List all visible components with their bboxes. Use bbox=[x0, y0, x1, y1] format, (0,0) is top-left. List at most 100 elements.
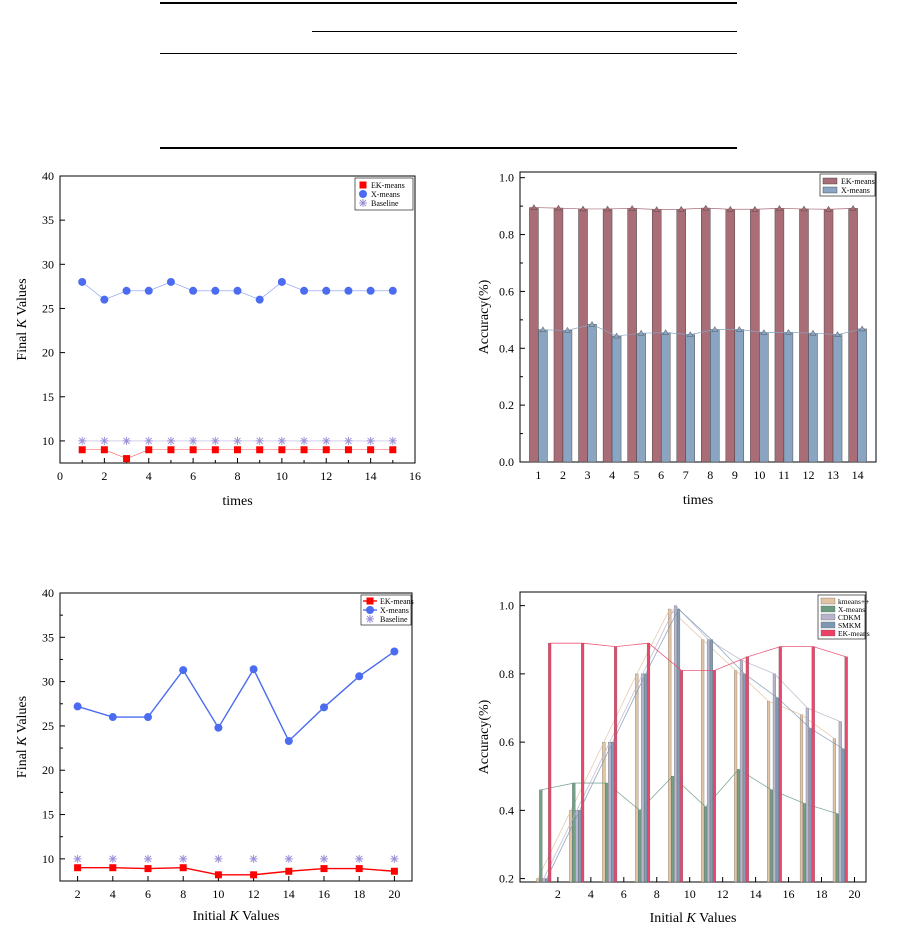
bar-cap-marker bbox=[751, 205, 759, 212]
bar-cap-marker bbox=[588, 321, 596, 327]
x-tick-label: 6 bbox=[145, 887, 151, 901]
bar bbox=[802, 803, 806, 883]
plot-frame bbox=[59, 175, 416, 464]
data-point bbox=[179, 666, 188, 675]
final-k-vs-initial-k-chart: 2 4 6 8 10 12 14 16 18 20 10 15 20 25 30 35 40 Initial K … bbox=[15, 586, 414, 924]
bar bbox=[578, 208, 588, 463]
x-tick-label: 0 bbox=[57, 469, 63, 483]
x-tick-label: 2 bbox=[555, 887, 561, 901]
x-tick-label: 16 bbox=[409, 469, 421, 483]
data-point bbox=[179, 864, 187, 872]
x-tick-label: 16 bbox=[783, 887, 795, 901]
bar bbox=[799, 714, 804, 883]
final-k-vs-times-chart: 0 2 4 6 8 10 12 14 16 10 15 20 25 30 35 40 times Final K … bbox=[15, 169, 421, 509]
series-trend-line bbox=[542, 324, 863, 337]
y-tick-label: 25 bbox=[42, 301, 54, 315]
bar bbox=[548, 643, 552, 883]
y-axis-label: Final K Values bbox=[15, 696, 30, 778]
bar bbox=[725, 209, 736, 463]
series-trend-line bbox=[540, 768, 838, 815]
legend-swatch bbox=[822, 177, 838, 185]
x-axis-label: times bbox=[222, 494, 252, 509]
data-point bbox=[390, 854, 399, 863]
legend-label: EK-means bbox=[838, 629, 870, 638]
data-point bbox=[145, 446, 153, 454]
x-tick-label: 18 bbox=[816, 887, 828, 901]
bar bbox=[750, 209, 760, 463]
bar bbox=[587, 324, 597, 463]
x-tick-label: 6 bbox=[621, 887, 627, 901]
legend-marker bbox=[366, 597, 374, 605]
bar bbox=[706, 639, 711, 883]
y-tick-label: 0.4 bbox=[499, 803, 514, 817]
bar bbox=[581, 643, 585, 883]
data-point bbox=[355, 854, 364, 863]
legend-marker bbox=[366, 606, 374, 614]
bar bbox=[542, 878, 546, 883]
data-point bbox=[211, 446, 219, 454]
bar-cap-marker bbox=[834, 331, 841, 337]
bar bbox=[712, 670, 716, 883]
x-tick-label: 6 bbox=[190, 469, 196, 483]
legend-label: EK-means bbox=[380, 597, 414, 606]
data-point bbox=[100, 436, 109, 445]
series-x-means bbox=[539, 768, 839, 883]
bar bbox=[627, 208, 637, 463]
legend-label: X-means bbox=[841, 186, 870, 195]
data-point bbox=[214, 723, 223, 732]
data-point bbox=[320, 865, 328, 873]
data-point bbox=[100, 446, 108, 454]
table-header-subrule bbox=[312, 31, 737, 32]
y-tick-label: 30 bbox=[42, 257, 54, 271]
y-tick-label: 10 bbox=[42, 434, 54, 448]
bar bbox=[539, 789, 543, 883]
y-tick-label: 0.8 bbox=[499, 228, 514, 242]
x-tick-label: 3 bbox=[585, 468, 591, 482]
legend-label: EK-means bbox=[841, 177, 875, 186]
bar-cap-marker bbox=[662, 329, 670, 335]
data-point bbox=[144, 865, 152, 873]
bar-cap-marker bbox=[849, 205, 857, 211]
x-tick-label: 10 bbox=[212, 887, 224, 901]
y-tick-label: 1.0 bbox=[499, 171, 514, 185]
data-point bbox=[144, 436, 153, 445]
x-tick-label: 20 bbox=[848, 887, 860, 901]
data-point bbox=[214, 854, 223, 863]
series-ek-means bbox=[78, 446, 397, 463]
series-ek-means bbox=[548, 642, 848, 883]
bar bbox=[578, 810, 582, 883]
bar bbox=[538, 329, 548, 463]
y-tick-label: 0.2 bbox=[499, 872, 514, 886]
bar bbox=[575, 810, 579, 883]
x-tick-label: 2 bbox=[101, 469, 107, 483]
legend-marker bbox=[359, 181, 367, 189]
table-bottom-rule bbox=[160, 147, 737, 149]
data-point bbox=[390, 867, 398, 875]
bar bbox=[848, 208, 858, 463]
bar-cap-marker bbox=[604, 205, 611, 212]
x-tick-label: 20 bbox=[388, 887, 400, 901]
x-tick-label: 4 bbox=[609, 468, 615, 482]
bar-cap-marker bbox=[726, 205, 734, 212]
legend-marker bbox=[359, 190, 367, 198]
y-tick-label: 15 bbox=[42, 808, 54, 822]
bar bbox=[613, 646, 618, 883]
x-axis-label: Initial K Values bbox=[193, 909, 280, 924]
bar bbox=[799, 208, 809, 463]
bar-cap-marker bbox=[809, 329, 817, 336]
data-point bbox=[100, 295, 109, 304]
series-ek-means bbox=[529, 204, 858, 463]
y-axis-label: Accuracy(%) bbox=[477, 279, 492, 354]
data-point bbox=[389, 446, 397, 454]
series-ek-means bbox=[74, 864, 398, 879]
bar bbox=[668, 608, 672, 883]
bar-cap-marker bbox=[686, 331, 694, 337]
y-tick-label: 20 bbox=[42, 346, 54, 360]
data-point bbox=[344, 436, 353, 445]
bar-cap-marker bbox=[564, 326, 571, 333]
series-trend-line bbox=[537, 608, 835, 879]
data-point bbox=[322, 286, 331, 295]
data-point bbox=[166, 277, 175, 286]
bar bbox=[742, 673, 746, 883]
bar bbox=[778, 646, 782, 883]
